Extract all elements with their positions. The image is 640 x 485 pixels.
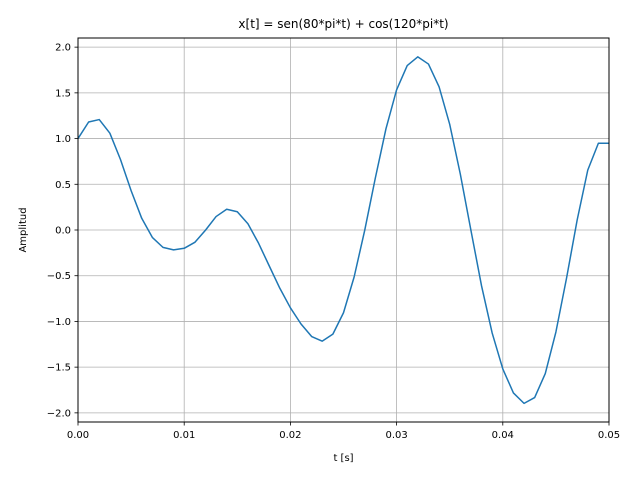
y-tick-label: 1.0 (55, 134, 71, 145)
y-tick-label: −1.5 (47, 363, 71, 374)
x-tick-label: 0.03 (385, 430, 407, 441)
x-axis-label: t [s] (333, 453, 353, 464)
y-tick-label: 2.0 (55, 43, 71, 54)
signal-line (77, 56, 609, 405)
x-tick-label: 0.04 (492, 430, 514, 441)
y-tick-label: −1.0 (47, 317, 71, 328)
y-tick-label: −2.0 (47, 408, 71, 419)
ticks: 0.00 0.01 0.02 0.03 0.04 0.05 −2.0 −1.5 −1.0 −0.5… (47, 43, 620, 441)
data-layer (77, 56, 609, 405)
y-tick-label: −0.5 (47, 271, 71, 282)
x-tick-label: 0.05 (598, 430, 620, 441)
chart-title: x[t] = sen(80*pi*t) + cos(120*pi*t) (238, 17, 448, 31)
x-tick-label: 0.01 (173, 430, 195, 441)
y-axis-label: Amplitud (18, 207, 29, 252)
x-tick-label: 0.00 (67, 430, 89, 441)
x-tick-label: 0.02 (279, 430, 301, 441)
y-tick-label: 0.0 (55, 226, 71, 237)
y-tick-label: 1.5 (55, 88, 71, 99)
y-tick-label: 0.5 (55, 180, 71, 191)
